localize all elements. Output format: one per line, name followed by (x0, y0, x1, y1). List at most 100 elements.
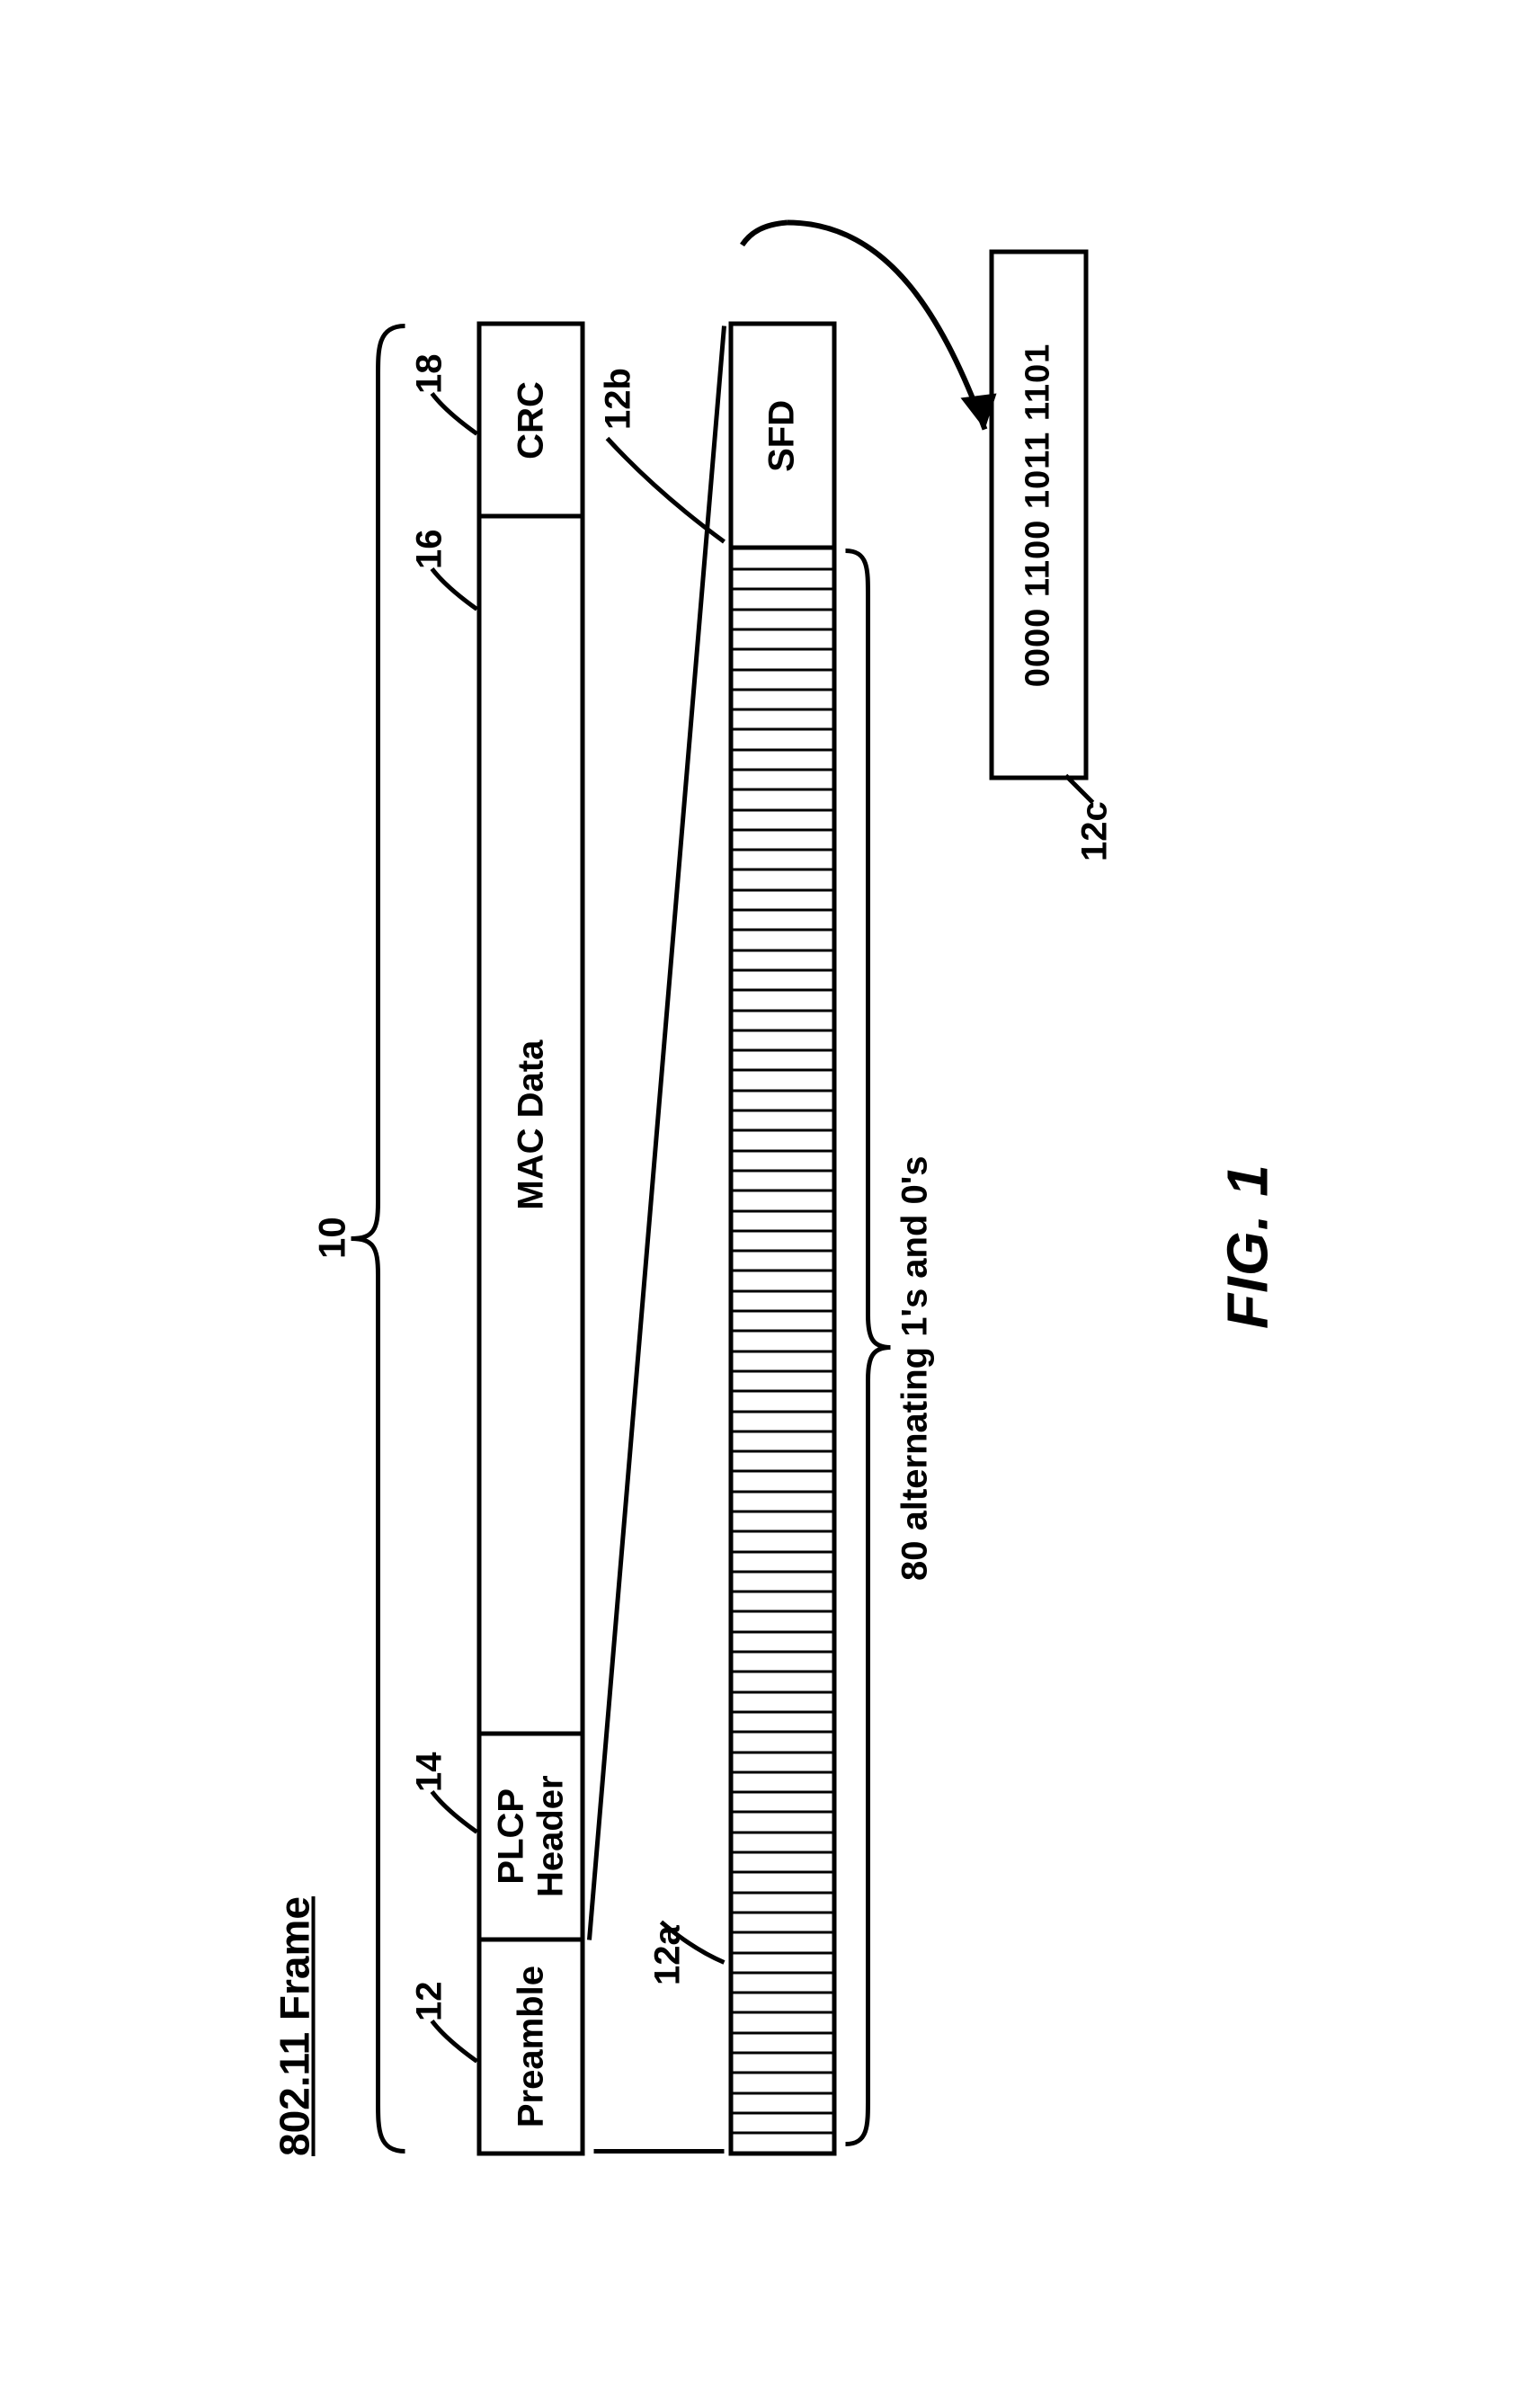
sync-stripe (733, 1430, 832, 1449)
sync-label: 80 alternating 1's and 0's (895, 1155, 935, 1581)
sync-stripe (733, 1770, 832, 1790)
sync-stripe (733, 1751, 832, 1770)
sync-stripe (733, 1310, 832, 1330)
sync-stripe (733, 1951, 832, 1971)
sync-stripe (733, 949, 832, 968)
sync-stripe (733, 828, 832, 848)
sync-stripe (733, 1630, 832, 1650)
ref-16: 16 (409, 530, 450, 570)
sync-stripe (733, 568, 832, 588)
sync-stripe (733, 1209, 832, 1229)
ref-12: 12 (409, 1982, 450, 2022)
figure-label: FIG. 1 (1214, 1164, 1280, 1329)
sync-stripe (733, 668, 832, 688)
sync-stripe (733, 1891, 832, 1911)
sync-stripe (733, 648, 832, 668)
sync-stripe (733, 1229, 832, 1249)
sync-stripe (733, 748, 832, 768)
sync-stripe (733, 808, 832, 828)
sync-stripe (733, 628, 832, 647)
sync-stripe (733, 688, 832, 708)
sync-stripe (733, 1169, 832, 1189)
sync-stripe (733, 1330, 832, 1350)
sync-stripe (733, 1610, 832, 1630)
sync-stripe (733, 1731, 832, 1751)
sync-stripe (733, 1550, 832, 1570)
sync-stripe (733, 929, 832, 949)
ref-12b: 12b (598, 368, 638, 430)
sync-stripe (733, 1992, 832, 2011)
sync-stripe (733, 909, 832, 929)
sfd-arrow (737, 214, 998, 448)
sync-stripe (733, 1250, 832, 1270)
sync-brace (841, 547, 895, 2149)
ref-12a: 12a (647, 1925, 688, 1985)
sync-stripe (733, 550, 832, 567)
sync-stripe (733, 608, 832, 628)
sync-stripe (733, 2011, 832, 2031)
sync-stripe (733, 1049, 832, 1069)
sync-stripe (733, 1851, 832, 1871)
sync-stripe (733, 1710, 832, 1730)
sync-stripe (733, 1651, 832, 1671)
sync-stripe (733, 1410, 832, 1430)
frame-row: Preamble PLCP Header MAC Data CRC (476, 322, 584, 2156)
preamble-row: SFD (728, 322, 836, 2156)
sync-stripe (733, 849, 832, 869)
sync-stripe (733, 968, 832, 988)
sync-stripe (733, 789, 832, 808)
sync-stripe (733, 1129, 832, 1149)
sync-stripe (733, 1831, 832, 1850)
ref-14: 14 (409, 1752, 450, 1793)
sync-stripe (733, 1911, 832, 1931)
zoom-lines (584, 322, 728, 2156)
sync-stripe (733, 2111, 832, 2131)
sync-stripe (733, 769, 832, 789)
sync-stripe (733, 1110, 832, 1129)
ref-12c: 12c (1074, 801, 1115, 861)
frame-ref-label: 10 (310, 1217, 353, 1259)
sync-stripe (733, 1971, 832, 1991)
sync-stripe (733, 1470, 832, 1490)
sync-stripe (733, 2091, 832, 2111)
frame-cell-crc: CRC (481, 326, 580, 514)
sfd-bits-box: 0000 1100 1011 1101 (989, 250, 1088, 780)
sync-stripe (733, 1570, 832, 1590)
sync-stripe (733, 1871, 832, 1891)
sync-stripe (733, 1791, 832, 1811)
sync-stripe (733, 1390, 832, 1410)
sync-stripe (733, 2031, 832, 2051)
sync-stripe (733, 1350, 832, 1369)
sync-stripe (733, 588, 832, 608)
sync-stripe (733, 1069, 832, 1089)
sync-stripe (733, 1511, 832, 1530)
sync-stripe (733, 1270, 832, 1289)
sync-stripe (733, 1089, 832, 1109)
sync-stripe (733, 1289, 832, 1309)
sync-stripe (733, 1530, 832, 1550)
sync-stripe (733, 989, 832, 1009)
sync-stripe (733, 1029, 832, 1048)
frame-cell-plcp: PLCP Header (481, 1731, 580, 1937)
sync-stripe (733, 2132, 832, 2152)
sync-stripe (733, 1591, 832, 1610)
frame-cell-macdata: MAC Data (481, 514, 580, 1731)
sync-stripe (733, 1009, 832, 1029)
sync-stripe (733, 709, 832, 728)
sync-stripe (733, 1811, 832, 1831)
ref-18: 18 (409, 354, 450, 395)
sync-stripe (733, 869, 832, 888)
sync-stripe (733, 728, 832, 748)
sync-stripe (733, 2052, 832, 2072)
sync-stripe (733, 1690, 832, 1710)
sync-stripes (733, 550, 832, 2152)
sync-stripe (733, 1450, 832, 1470)
sync-stripe (733, 1671, 832, 1690)
sync-stripe (733, 888, 832, 908)
sync-stripe (733, 1149, 832, 1169)
sync-stripe (733, 1490, 832, 1510)
sync-stripe (733, 1190, 832, 1209)
diagram-title: 802.11 Frame (270, 1896, 318, 2156)
sync-stripe (733, 2072, 832, 2091)
sync-stripe (733, 1931, 832, 1951)
